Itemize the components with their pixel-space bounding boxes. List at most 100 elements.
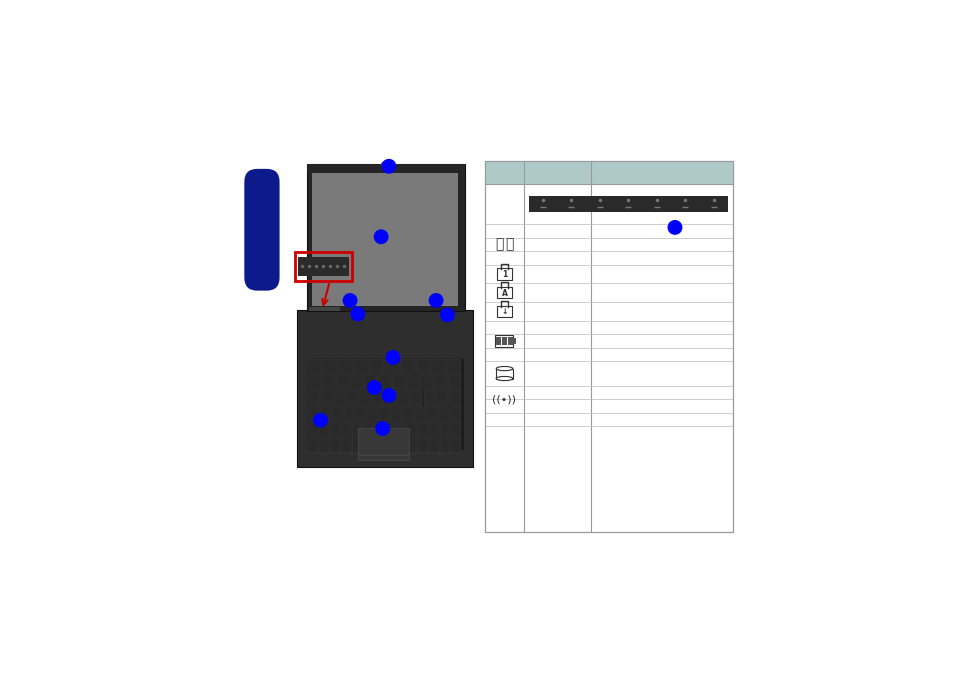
FancyBboxPatch shape xyxy=(451,423,460,437)
FancyBboxPatch shape xyxy=(322,374,335,389)
FancyBboxPatch shape xyxy=(417,438,428,453)
Circle shape xyxy=(351,307,364,321)
FancyBboxPatch shape xyxy=(512,338,516,344)
FancyBboxPatch shape xyxy=(410,390,422,405)
Text: A: A xyxy=(501,289,507,297)
FancyBboxPatch shape xyxy=(363,438,373,453)
FancyBboxPatch shape xyxy=(485,161,732,184)
Circle shape xyxy=(429,293,442,307)
Circle shape xyxy=(381,162,386,168)
FancyBboxPatch shape xyxy=(400,359,415,373)
Circle shape xyxy=(367,381,381,394)
FancyBboxPatch shape xyxy=(436,390,448,405)
Ellipse shape xyxy=(496,376,512,381)
FancyBboxPatch shape xyxy=(439,423,450,437)
Circle shape xyxy=(386,351,399,364)
Text: ⏚: ⏚ xyxy=(495,238,503,252)
FancyBboxPatch shape xyxy=(439,438,450,453)
FancyBboxPatch shape xyxy=(395,423,406,437)
FancyBboxPatch shape xyxy=(308,423,317,437)
Circle shape xyxy=(314,413,327,427)
FancyBboxPatch shape xyxy=(343,406,354,421)
FancyBboxPatch shape xyxy=(354,359,368,373)
Circle shape xyxy=(375,422,389,435)
Text: ⏻: ⏻ xyxy=(505,238,514,252)
FancyBboxPatch shape xyxy=(308,359,322,373)
FancyBboxPatch shape xyxy=(501,336,506,345)
FancyBboxPatch shape xyxy=(323,359,337,373)
FancyBboxPatch shape xyxy=(306,450,463,467)
FancyBboxPatch shape xyxy=(332,406,342,421)
FancyBboxPatch shape xyxy=(308,406,318,421)
FancyBboxPatch shape xyxy=(297,258,349,276)
FancyBboxPatch shape xyxy=(244,169,279,291)
FancyBboxPatch shape xyxy=(434,374,447,389)
FancyBboxPatch shape xyxy=(450,406,460,421)
FancyBboxPatch shape xyxy=(496,336,500,345)
FancyBboxPatch shape xyxy=(497,287,511,298)
Circle shape xyxy=(440,308,454,322)
FancyBboxPatch shape xyxy=(318,423,329,437)
FancyBboxPatch shape xyxy=(357,428,408,460)
FancyBboxPatch shape xyxy=(392,374,405,389)
FancyBboxPatch shape xyxy=(497,269,511,280)
FancyBboxPatch shape xyxy=(426,406,436,421)
FancyBboxPatch shape xyxy=(374,438,384,453)
FancyBboxPatch shape xyxy=(306,164,464,312)
Circle shape xyxy=(343,293,356,307)
FancyBboxPatch shape xyxy=(340,438,351,453)
FancyBboxPatch shape xyxy=(385,359,399,373)
FancyBboxPatch shape xyxy=(449,390,460,405)
FancyBboxPatch shape xyxy=(429,438,438,453)
FancyBboxPatch shape xyxy=(508,336,512,345)
FancyBboxPatch shape xyxy=(374,423,384,437)
FancyBboxPatch shape xyxy=(330,438,339,453)
FancyBboxPatch shape xyxy=(423,390,435,405)
FancyBboxPatch shape xyxy=(318,438,329,453)
FancyBboxPatch shape xyxy=(350,374,363,389)
FancyBboxPatch shape xyxy=(494,335,512,347)
FancyBboxPatch shape xyxy=(312,169,457,306)
FancyBboxPatch shape xyxy=(359,390,371,405)
FancyBboxPatch shape xyxy=(308,390,319,405)
FancyBboxPatch shape xyxy=(319,406,331,421)
FancyBboxPatch shape xyxy=(446,359,460,373)
FancyBboxPatch shape xyxy=(417,423,428,437)
FancyBboxPatch shape xyxy=(377,374,391,389)
FancyBboxPatch shape xyxy=(352,423,361,437)
FancyBboxPatch shape xyxy=(485,161,732,532)
FancyBboxPatch shape xyxy=(320,390,333,405)
FancyBboxPatch shape xyxy=(416,359,430,373)
FancyBboxPatch shape xyxy=(338,359,353,373)
FancyBboxPatch shape xyxy=(385,390,396,405)
FancyBboxPatch shape xyxy=(391,406,401,421)
FancyBboxPatch shape xyxy=(419,374,433,389)
FancyBboxPatch shape xyxy=(372,390,384,405)
FancyBboxPatch shape xyxy=(306,164,464,173)
FancyBboxPatch shape xyxy=(355,406,366,421)
FancyBboxPatch shape xyxy=(364,374,376,389)
Circle shape xyxy=(374,230,388,244)
FancyBboxPatch shape xyxy=(528,197,727,212)
FancyBboxPatch shape xyxy=(406,374,418,389)
FancyBboxPatch shape xyxy=(363,423,373,437)
FancyBboxPatch shape xyxy=(378,406,390,421)
FancyBboxPatch shape xyxy=(306,358,463,454)
Text: 1: 1 xyxy=(501,270,507,279)
FancyBboxPatch shape xyxy=(340,423,351,437)
FancyBboxPatch shape xyxy=(352,438,361,453)
FancyBboxPatch shape xyxy=(308,374,321,389)
Circle shape xyxy=(382,388,395,402)
FancyBboxPatch shape xyxy=(496,369,512,378)
Text: ↓: ↓ xyxy=(500,308,507,316)
FancyBboxPatch shape xyxy=(309,307,340,311)
FancyBboxPatch shape xyxy=(397,390,409,405)
FancyBboxPatch shape xyxy=(402,406,414,421)
FancyBboxPatch shape xyxy=(497,306,511,317)
FancyBboxPatch shape xyxy=(297,310,473,467)
FancyBboxPatch shape xyxy=(429,423,438,437)
Ellipse shape xyxy=(496,367,512,371)
FancyBboxPatch shape xyxy=(407,423,416,437)
FancyBboxPatch shape xyxy=(448,374,460,389)
Text: ((•)): ((•)) xyxy=(492,394,516,404)
